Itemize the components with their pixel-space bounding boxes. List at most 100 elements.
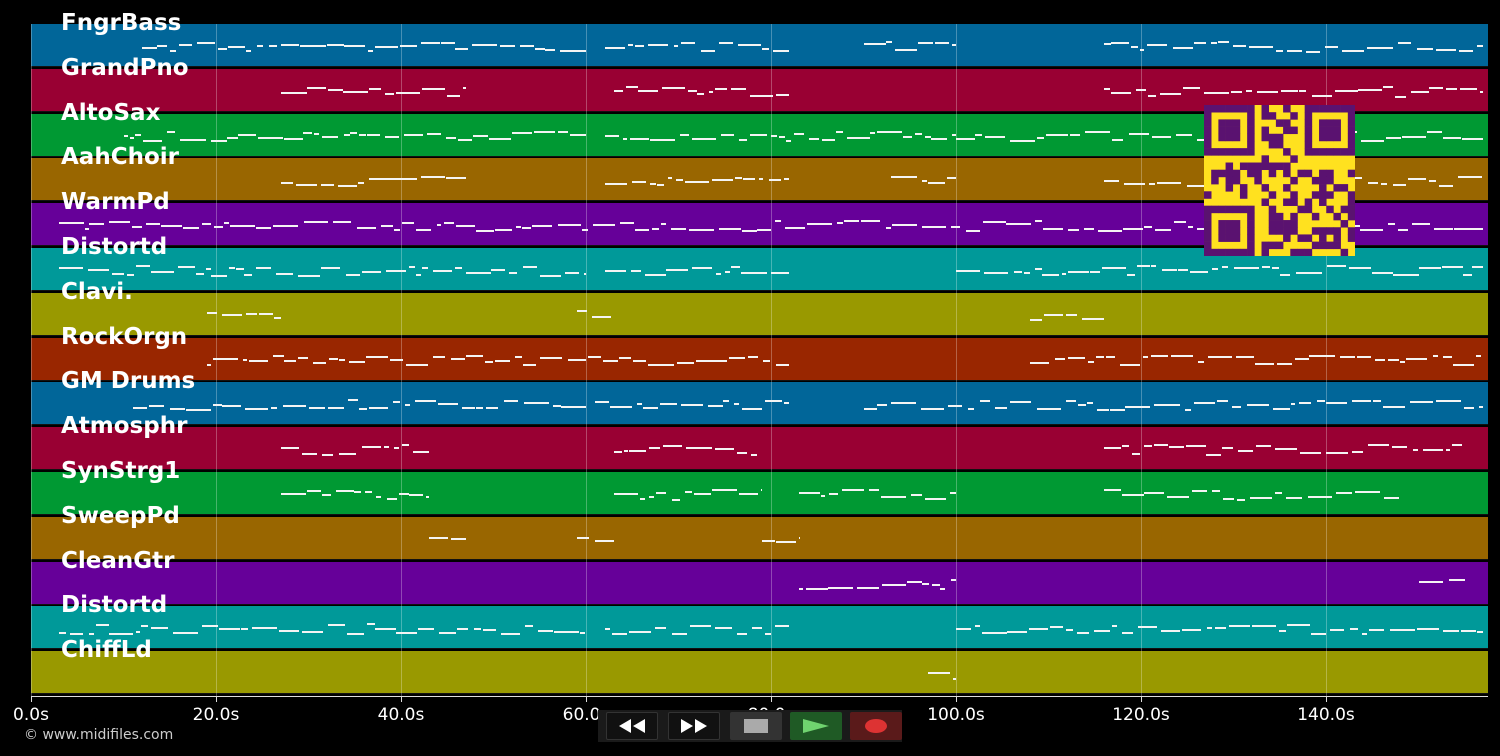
fast-forward-icon (681, 719, 707, 733)
note (403, 134, 423, 137)
track-lane[interactable] (31, 472, 1488, 515)
note (489, 137, 511, 140)
note (738, 138, 747, 141)
note (1352, 451, 1364, 454)
note (297, 357, 308, 360)
note (1111, 41, 1129, 44)
track-label: Distortd (61, 234, 168, 260)
note (69, 633, 84, 636)
rewind-button[interactable] (606, 712, 658, 740)
stop-button[interactable] (730, 712, 782, 740)
note (1207, 356, 1233, 359)
note (218, 47, 228, 50)
note (619, 222, 634, 225)
note (757, 229, 772, 232)
track-lane[interactable] (31, 337, 1488, 381)
axis-tick-label: 120.0s (1112, 705, 1170, 725)
note (127, 273, 135, 276)
note (1255, 445, 1272, 448)
record-button[interactable] (850, 712, 902, 740)
note (1442, 630, 1459, 633)
axis-tick (956, 696, 957, 702)
note (1279, 274, 1291, 277)
note (847, 137, 871, 140)
note (1475, 355, 1481, 358)
note (112, 273, 125, 276)
note (473, 134, 489, 137)
note (1383, 496, 1400, 499)
track-lane[interactable] (31, 427, 1488, 471)
play-button[interactable] (790, 712, 842, 740)
note (201, 624, 218, 627)
note (314, 133, 320, 136)
note (338, 359, 346, 362)
note (1329, 629, 1344, 632)
note (109, 221, 131, 224)
note (210, 139, 228, 142)
note (628, 44, 633, 47)
note (375, 628, 396, 631)
note (1394, 95, 1407, 98)
note (270, 406, 278, 409)
note (891, 402, 916, 405)
note (631, 269, 641, 272)
note (1109, 408, 1126, 411)
track-lane[interactable] (31, 68, 1488, 112)
note (235, 268, 244, 271)
note (1429, 87, 1444, 90)
note (868, 489, 879, 492)
note (1137, 625, 1158, 628)
axis-tick-label: 0.0s (13, 705, 49, 725)
note (623, 449, 629, 452)
note (401, 222, 414, 225)
play-icon (803, 719, 829, 733)
note (613, 492, 638, 495)
axis-tick-label: 100.0s (927, 705, 985, 725)
note (375, 495, 381, 498)
copyright-text: © www.midifiles.com (24, 727, 174, 743)
note (462, 407, 475, 410)
note (737, 43, 762, 46)
track-lane[interactable] (31, 292, 1488, 336)
note (734, 403, 739, 406)
note (1308, 354, 1335, 357)
track-lane[interactable] (31, 651, 1488, 695)
note (1120, 364, 1140, 367)
note (1087, 401, 1093, 404)
track-lane[interactable] (31, 561, 1488, 605)
note (715, 88, 727, 91)
note (1104, 179, 1120, 182)
track-label: GrandPno (61, 54, 189, 81)
note (711, 489, 738, 492)
note (731, 88, 746, 91)
note (1081, 317, 1104, 320)
note (272, 355, 284, 358)
note (282, 404, 306, 407)
note (414, 399, 436, 402)
note (956, 627, 972, 630)
note (531, 225, 553, 228)
note (1412, 449, 1419, 452)
track-lane[interactable] (31, 382, 1488, 426)
note (1182, 87, 1200, 90)
note (438, 632, 456, 635)
note (1405, 358, 1428, 361)
note (1050, 625, 1063, 628)
note (177, 265, 195, 268)
note (671, 633, 688, 636)
note (684, 491, 692, 493)
note (348, 399, 359, 402)
note (784, 401, 790, 404)
note (251, 626, 277, 629)
note (751, 626, 763, 629)
note (515, 356, 523, 359)
note (404, 404, 410, 407)
note (1066, 629, 1074, 632)
note (659, 402, 677, 405)
note (359, 408, 368, 411)
track-lane[interactable] (31, 516, 1488, 560)
note (934, 41, 950, 44)
note (979, 400, 990, 403)
fast-forward-button[interactable] (668, 712, 720, 740)
note (89, 223, 104, 226)
